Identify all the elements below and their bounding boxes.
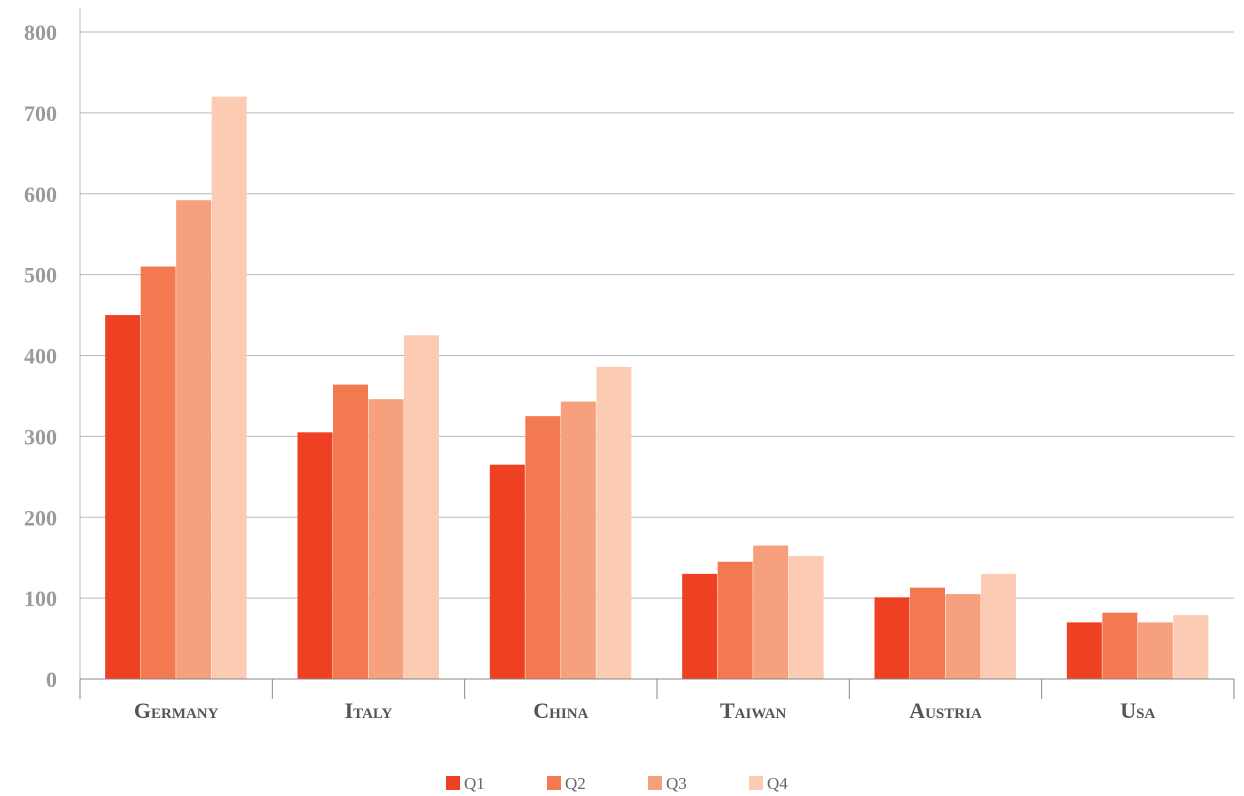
y-tick-label: 800 [24, 20, 57, 45]
x-axis-ticks: Germany Italy China Taiwan Austria Usa [134, 698, 1156, 723]
bar-q3-china [560, 401, 596, 679]
x-tick-label: China [533, 698, 588, 723]
legend: Q1 Q2 Q3 Q4 [446, 774, 788, 793]
legend-swatch [648, 776, 662, 790]
x-tick-label: Usa [1120, 698, 1155, 723]
bar-q1-austria [874, 597, 910, 679]
legend-swatch [547, 776, 561, 790]
bar-q1-china [489, 464, 525, 679]
x-tick-label: Italy [345, 698, 393, 723]
bar-q2-usa [1102, 612, 1138, 679]
bar-q1-germany [105, 315, 141, 679]
bar-q3-italy [368, 399, 404, 679]
bar-q4-taiwan [788, 556, 824, 679]
bar-q2-germany [140, 266, 176, 679]
bar-q1-italy [297, 432, 333, 679]
x-tick-label: Germany [134, 698, 219, 723]
bar-q2-china [525, 416, 561, 679]
y-tick-label: 100 [24, 586, 57, 611]
bar-q2-italy [333, 384, 368, 679]
y-tick-label: 500 [24, 263, 57, 288]
bar-q4-usa [1173, 615, 1209, 679]
y-tick-label: 200 [24, 505, 57, 530]
x-tick-label: Austria [909, 698, 982, 723]
bar-q4-china [596, 366, 632, 679]
bar-q1-usa [1066, 622, 1102, 679]
bar-q2-austria [910, 587, 945, 679]
y-tick-label: 300 [24, 424, 57, 449]
legend-label: Q2 [565, 774, 586, 793]
x-tick-label: Taiwan [720, 698, 787, 723]
y-tick-label: 700 [24, 101, 57, 126]
bars [105, 96, 1209, 679]
bar-q4-germany [211, 96, 247, 679]
y-axis-ticks: 0 100 200 300 400 500 600 700 800 [24, 20, 57, 692]
legend-swatch [446, 776, 460, 790]
legend-swatch [749, 776, 763, 790]
bar-q3-austria [945, 594, 981, 679]
y-tick-label: 600 [24, 182, 57, 207]
bar-q3-germany [176, 200, 212, 679]
axes [79, 8, 1235, 699]
bar-q2-taiwan [717, 561, 753, 679]
legend-label: Q1 [464, 774, 485, 793]
bar-q3-taiwan [753, 545, 789, 679]
bar-q3-usa [1137, 622, 1173, 679]
bar-q4-austria [981, 573, 1016, 679]
gridlines [80, 31, 1234, 599]
legend-label: Q4 [767, 774, 788, 793]
bar-q4-italy [404, 335, 439, 679]
legend-label: Q3 [666, 774, 687, 793]
y-tick-label: 0 [46, 667, 57, 692]
bar-q1-taiwan [682, 573, 718, 679]
y-tick-label: 400 [24, 344, 57, 369]
